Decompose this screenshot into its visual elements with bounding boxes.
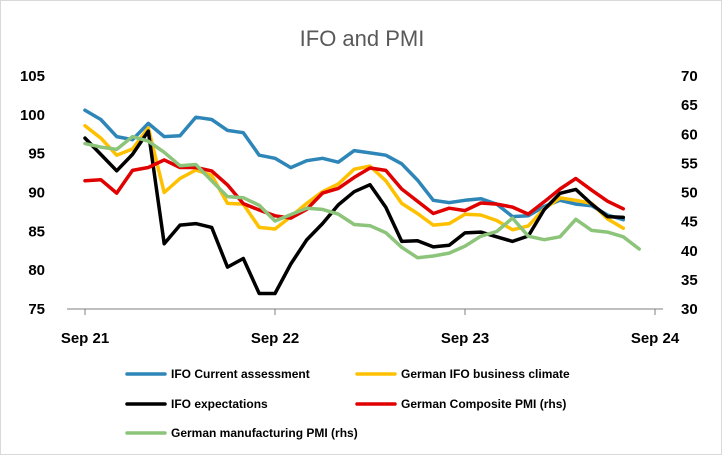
x-tick-label: Sep 21 [61,330,109,347]
right-tick-label: 30 [681,301,698,318]
series-line-3 [83,158,626,220]
right-tick-label: 55 [681,155,698,172]
left-tick-label: 105 [20,68,45,85]
right-tick-label: 45 [681,214,698,231]
right-tick-label: 70 [681,68,698,85]
left-axis-ticks: 75 80 85 90 95 100 105 [20,68,45,318]
right-tick-label: 50 [681,185,698,202]
legend-label: IFO expectations [171,397,268,411]
right-tick-label: 60 [681,126,698,143]
legend-label: IFO Current assessment [171,367,310,381]
series-line-0 [83,108,626,222]
legend: IFO Current assessment German IFO busines… [125,367,570,440]
right-tick-label: 40 [681,243,698,260]
left-tick-label: 75 [28,301,45,318]
legend-label: German Composite PMI (rhs) [401,397,566,411]
series-lines [83,108,641,296]
left-tick-label: 90 [28,185,45,202]
series-line-4 [83,134,641,260]
left-tick-label: 95 [28,146,45,163]
left-tick-label: 85 [28,223,45,240]
right-tick-label: 65 [681,97,698,114]
left-tick-label: 80 [28,262,45,279]
x-tick-label: Sep 23 [441,330,489,347]
series-line-2 [83,129,626,296]
right-tick-label: 35 [681,272,698,289]
x-axis: Sep 21 Sep 22 Sep 23 Sep 24 [61,308,680,347]
legend-label: German manufacturing PMI (rhs) [171,426,358,440]
chart-title: IFO and PMI [300,26,425,51]
x-tick-label: Sep 22 [251,330,299,347]
series-line-1 [83,123,626,232]
x-tick-label: Sep 24 [631,330,680,347]
right-axis-ticks: 30 35 40 45 50 55 60 65 70 [681,68,698,318]
left-tick-label: 100 [20,107,45,124]
legend-label: German IFO business climate [401,367,570,381]
